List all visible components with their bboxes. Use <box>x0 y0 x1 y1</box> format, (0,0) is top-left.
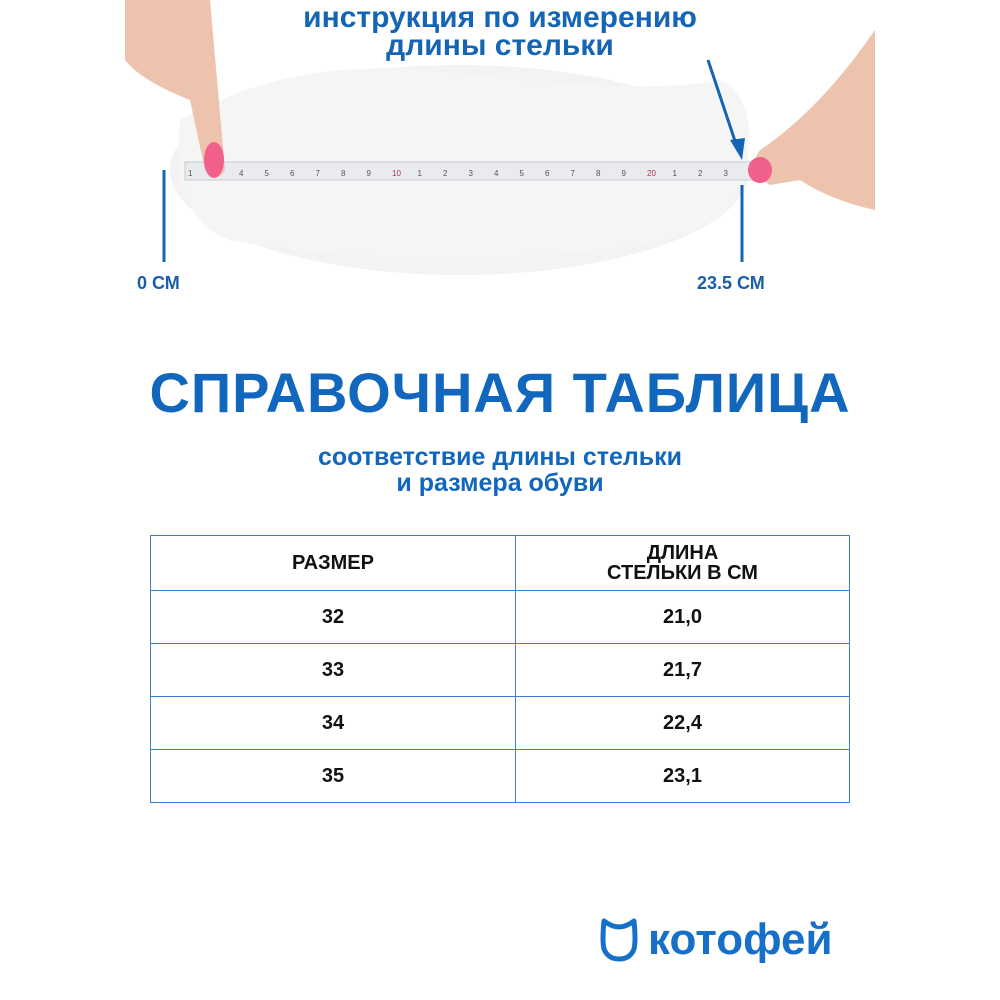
instruction-line2: длины стельки <box>386 29 614 62</box>
ruler-tick-label: 4 <box>239 169 244 178</box>
start-label: 0 СМ <box>137 273 180 293</box>
instruction-line1: инструкция по измерению <box>303 1 697 34</box>
size-table: РАЗМЕР ДЛИНА СТЕЛЬКИ В СМ 32 21,0 33 21,7 … <box>150 535 850 803</box>
end-label: 23.5 СМ <box>697 273 765 293</box>
size-cell: 35 <box>150 749 516 803</box>
length-cell: 22,4 <box>515 696 850 750</box>
table-row: 35 23,1 <box>150 749 850 803</box>
subtitle-line2: и размера обуви <box>396 469 604 497</box>
ruler-tick-label: 8 <box>341 169 346 178</box>
subtitle: соответствие длины стельки и размера обу… <box>0 444 1000 496</box>
ruler-tick-label: 7 <box>571 169 576 178</box>
ruler-tick-label: 20 <box>647 169 656 178</box>
length-cell: 23,1 <box>515 749 850 803</box>
header-length: ДЛИНА СТЕЛЬКИ В СМ <box>515 535 850 591</box>
tape-measure <box>184 161 816 181</box>
right-hand <box>754 30 875 210</box>
ruler-tick-label: 1 <box>418 169 423 178</box>
table-header: РАЗМЕР ДЛИНА СТЕЛЬКИ В СМ <box>150 535 850 591</box>
table-row: 32 21,0 <box>150 590 850 644</box>
table-row: 34 22,4 <box>150 696 850 750</box>
insole-measurement-photo: 1345678910123456789201236 <box>125 0 875 275</box>
subtitle-line1: соответствие длины стельки <box>317 443 683 471</box>
ruler-tick-label: 5 <box>265 169 270 178</box>
ruler-tick-label: 7 <box>316 169 321 178</box>
brand-logo: котофей <box>600 915 833 965</box>
table-row: 33 21,7 <box>150 643 850 697</box>
instruction-heading: инструкция по измерению длины стельки <box>0 1 1000 62</box>
length-cell: 21,7 <box>515 643 850 697</box>
size-cell: 32 <box>150 590 516 644</box>
ruler-tick-label: 10 <box>392 169 401 178</box>
ruler-tick-label: 1 <box>188 169 193 178</box>
ruler-tick-label: 9 <box>367 169 372 178</box>
ruler-tick-label: 5 <box>520 169 525 178</box>
ruler-tick-label: 6 <box>545 169 550 178</box>
ruler-tick-label: 6 <box>290 169 295 178</box>
ruler-tick-label: 4 <box>494 169 499 178</box>
cat-logo-icon <box>600 918 638 962</box>
ruler-tick-label: 2 <box>443 169 448 178</box>
length-cell: 21,0 <box>515 590 850 644</box>
ruler-tick-label: 9 <box>622 169 627 178</box>
size-cell: 33 <box>150 643 516 697</box>
size-cell: 34 <box>150 696 516 750</box>
left-hand <box>125 0 225 178</box>
header-size: РАЗМЕР <box>150 535 516 591</box>
brand-name: котофей <box>648 915 833 964</box>
ruler-tick-label: 8 <box>596 169 601 178</box>
ruler-tick-label: 2 <box>698 169 703 178</box>
ruler-tick-label: 3 <box>469 169 474 178</box>
page-title: СПРАВОЧНАЯ ТАБЛИЦА <box>149 361 851 424</box>
arrow-icon <box>706 59 740 151</box>
ruler-tick-label: 3 <box>724 169 729 178</box>
ruler-tick-label: 1 <box>673 169 678 178</box>
